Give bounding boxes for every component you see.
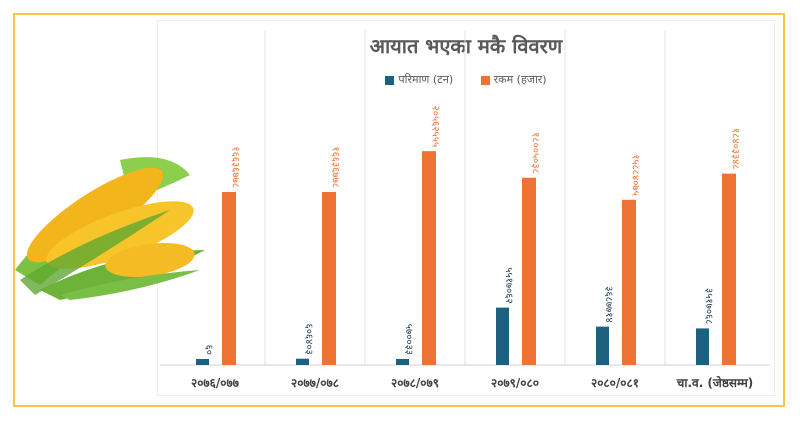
legend-label-amount: रकम (हजार) <box>493 73 547 86</box>
yellow-frame <box>13 13 785 407</box>
bar-quantity <box>396 359 409 365</box>
data-label-quantity: ५७००३३ <box>403 324 414 355</box>
x-tick-label: २०७९/०८० <box>491 376 539 390</box>
data-label-amount: १५८८४०७५ <box>630 154 641 196</box>
x-tick-label: चा.व. (जेष्ठसम्म) <box>676 376 754 390</box>
legend-swatch-orange <box>480 75 490 85</box>
data-label-amount: २०५६२५५५ <box>430 106 441 148</box>
legend-item-amount: रकम (हजार) <box>480 73 547 86</box>
bar-amount <box>622 199 636 365</box>
bar-quantity <box>596 326 609 365</box>
legend-label-quantity: परिमाण (टन) <box>398 73 454 86</box>
bar-amount <box>222 191 236 365</box>
legend-swatch-blue <box>385 75 395 85</box>
bar-quantity <box>296 358 309 365</box>
legend: परिमाण (टन) रकम (हजार) <box>157 72 775 87</box>
data-label-quantity: ६० <box>203 345 214 355</box>
bar-quantity <box>496 307 509 365</box>
x-tick-label: २०७८/०७९ <box>391 376 439 390</box>
data-label-amount: १८४०३३४८ <box>730 128 741 170</box>
data-label-quantity: ५५१७०६२ <box>503 267 514 303</box>
data-label-amount: १६६३६७७८ <box>230 146 241 188</box>
bar-quantity <box>196 359 209 365</box>
chart-title: आयात भएका मकै विवरण <box>369 34 563 58</box>
bar-amount <box>522 177 536 365</box>
data-label-quantity: ३५१७०६८ <box>703 288 714 324</box>
data-label-amount: १८००५०३८ <box>530 132 541 174</box>
corn-illustration <box>15 157 205 300</box>
data-label-quantity: ३६८७७१४ <box>603 286 614 322</box>
bar-amount <box>422 151 436 365</box>
bar-amount <box>322 191 336 365</box>
legend-item-quantity: परिमाण (टन) <box>385 73 453 86</box>
bar-amount <box>722 173 736 365</box>
x-tick-label: २०८०/०८१ <box>591 376 639 390</box>
x-tick-label: २०७७/०७८ <box>291 376 339 390</box>
data-label-amount: १६६३६७७८ <box>330 146 341 188</box>
bar-quantity <box>696 328 709 365</box>
x-tick-label: २०७६/०७७ <box>191 376 240 390</box>
data-label-quantity: ६०६४०३ <box>303 323 314 354</box>
